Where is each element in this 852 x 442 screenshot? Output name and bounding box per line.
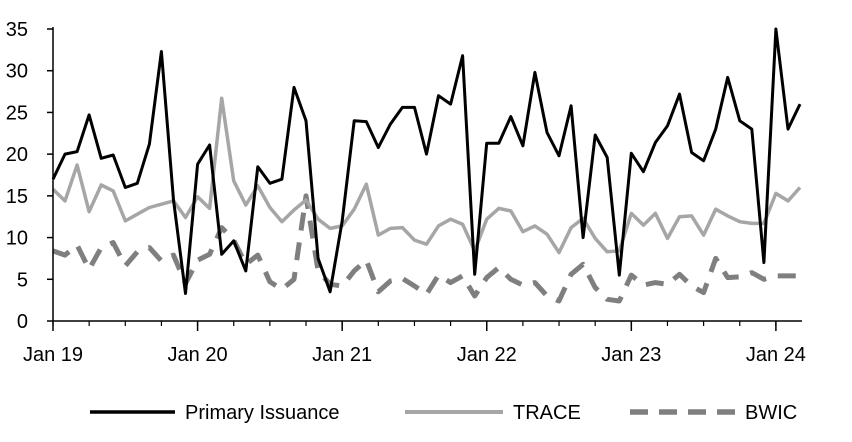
axes: 0 5 10 15 20 25 30 35 Jan 19 Jan 20 Jan 21 Jan 22 Ja…: [6, 19, 806, 366]
y-tick-label: 15: [6, 186, 28, 208]
x-tick-label: Jan 23: [601, 344, 661, 366]
y-tick-label: 20: [6, 144, 28, 166]
legend: Primary Issuance TRACE BWIC: [90, 402, 797, 424]
series-line-bwic: [52, 193, 800, 304]
y-tick-label: 10: [6, 228, 28, 250]
x-tick-label: Jan 19: [23, 344, 83, 366]
x-tick-label: Jan 21: [312, 344, 372, 366]
series-line-primary-issuance: [51, 27, 802, 295]
y-tick-label: 30: [6, 61, 28, 83]
x-tick-label: Jan 20: [168, 344, 228, 366]
x-tick-label: Jan 24: [746, 344, 806, 366]
y-tick-label: 35: [6, 19, 28, 41]
y-tick-label: 0: [17, 311, 28, 333]
x-tick-label: Jan 22: [457, 344, 517, 366]
series-line-trace: [51, 96, 802, 255]
y-tick-label: 25: [6, 102, 28, 124]
legend-label-bwic: BWIC: [745, 402, 797, 424]
legend-label-trace: TRACE: [513, 402, 581, 424]
plot-area: [51, 27, 802, 304]
y-tick-label: 5: [17, 269, 28, 291]
legend-label-primary-issuance: Primary Issuance: [185, 402, 340, 424]
